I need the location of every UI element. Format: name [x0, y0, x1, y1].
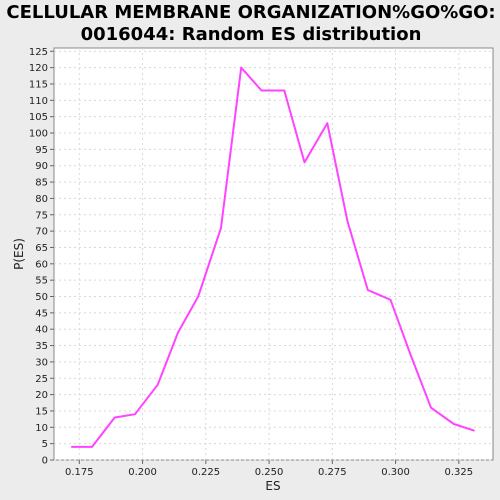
- y-tick-label: 95: [35, 145, 48, 156]
- x-tick-label: 0.175: [65, 467, 94, 478]
- x-tick-label: 0.250: [255, 467, 284, 478]
- y-tick-label: 90: [35, 161, 48, 172]
- y-tick-label: 100: [29, 129, 48, 140]
- data-point: [220, 227, 222, 229]
- data-point: [346, 220, 349, 223]
- x-axis: 0.175 0.200 0.225 0.250 0.275 0.300 0.325: [65, 460, 473, 478]
- y-tick-label: 125: [29, 47, 48, 58]
- y-axis: 0 5 10 15 20 25 30 35 40 45 50 55 60 65 70 75 80 85 90 95 10…: [29, 47, 54, 467]
- data-point: [91, 446, 93, 448]
- y-tick-label: 65: [35, 243, 48, 254]
- data-point: [452, 423, 455, 425]
- data-point: [156, 383, 159, 386]
- y-tick-label: 5: [42, 439, 48, 450]
- x-tick-label: 0.325: [445, 467, 474, 478]
- data-point: [197, 295, 200, 298]
- y-tick-label: 35: [35, 341, 48, 352]
- y-tick-label: 55: [35, 276, 48, 287]
- y-tick-label: 10: [35, 423, 48, 434]
- y-tick-label: 75: [35, 210, 48, 221]
- y-tick-label: 0: [42, 456, 48, 467]
- data-point: [430, 406, 432, 409]
- x-tick-label: 0.200: [128, 467, 157, 478]
- x-tick-label: 0.300: [381, 467, 410, 478]
- y-tick-label: 80: [35, 194, 48, 205]
- data-point: [283, 89, 286, 92]
- data-point: [366, 289, 369, 291]
- data-point: [134, 413, 136, 416]
- x-tick-label: 0.225: [191, 467, 220, 478]
- y-tick-label: 30: [35, 357, 48, 368]
- y-axis-label: P(ES): [12, 238, 26, 270]
- y-tick-label: 50: [35, 292, 48, 303]
- data-point: [303, 161, 306, 164]
- x-tick-label: 0.275: [318, 467, 347, 478]
- y-tick-label: 70: [35, 227, 48, 238]
- data-point: [473, 429, 475, 432]
- series-line: [71, 66, 475, 448]
- chart-title-line-1: CELLULAR MEMBRANE ORGANIZATION%GO%GO:: [6, 2, 495, 23]
- grid-layer: [54, 48, 493, 461]
- y-tick-label: 105: [29, 112, 48, 123]
- y-tick-label: 85: [35, 178, 48, 189]
- y-tick-label: 110: [29, 96, 48, 107]
- y-tick-label: 115: [29, 79, 48, 90]
- data-point: [326, 122, 329, 125]
- data-point: [260, 89, 263, 92]
- y-tick-label: 60: [35, 259, 48, 270]
- y-tick-label: 15: [35, 406, 48, 417]
- data-point: [113, 416, 116, 419]
- x-axis-label: ES: [265, 479, 280, 493]
- series-layer: [70, 66, 475, 448]
- data-point: [70, 446, 73, 448]
- y-tick-label: 120: [29, 63, 48, 74]
- chart-title-line-2: 0016044: Random ES distribution: [81, 24, 422, 45]
- data-point: [389, 298, 392, 301]
- data-point: [177, 331, 179, 334]
- y-tick-label: 40: [35, 325, 48, 336]
- y-tick-label: 45: [35, 308, 48, 319]
- y-tick-label: 25: [35, 374, 48, 385]
- data-point: [240, 66, 243, 69]
- data-point: [409, 354, 412, 357]
- y-tick-label: 20: [35, 390, 48, 401]
